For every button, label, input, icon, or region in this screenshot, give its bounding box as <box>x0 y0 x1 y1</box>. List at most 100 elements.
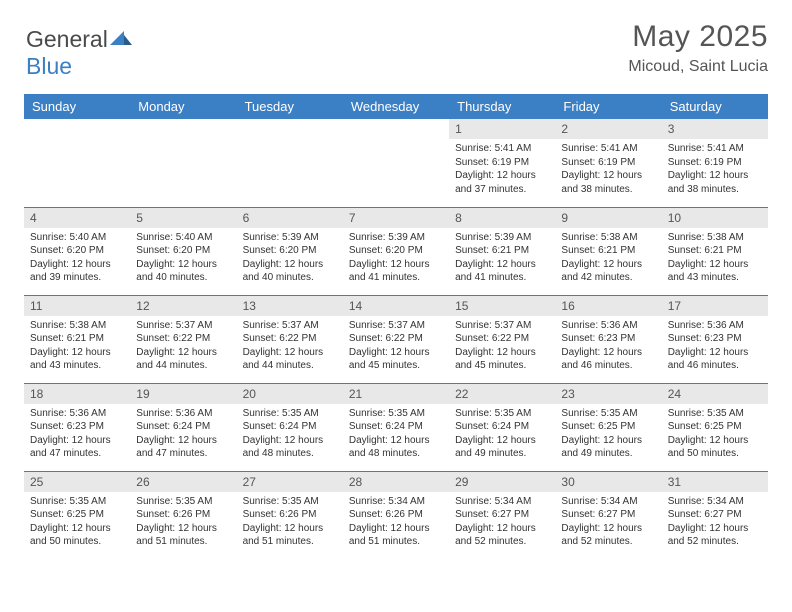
calendar-cell: 4Sunrise: 5:40 AMSunset: 6:20 PMDaylight… <box>24 207 130 295</box>
sunset-line: Sunset: 6:21 PM <box>668 244 762 258</box>
daylight-line: Daylight: 12 hours and 43 minutes. <box>30 346 124 373</box>
calendar-cell: 2Sunrise: 5:41 AMSunset: 6:19 PMDaylight… <box>555 119 661 207</box>
sunrise-line: Sunrise: 5:36 AM <box>136 407 230 421</box>
calendar-row: 1Sunrise: 5:41 AMSunset: 6:19 PMDaylight… <box>24 119 768 207</box>
calendar-cell: 19 Sunrise: 5:36 AMSunset: 6:24 PMDayligh… <box>130 383 236 471</box>
day-number: 17 <box>662 296 768 316</box>
sunset-line: Sunset: 6:19 PM <box>455 156 549 170</box>
sunrise-line: Sunrise: 5:37 AM <box>243 319 337 333</box>
day-number: 23 <box>555 384 661 404</box>
daylight-line: Daylight: 12 hours and 48 minutes. <box>349 434 443 461</box>
daylight-line: Daylight: 12 hours and 50 minutes. <box>668 434 762 461</box>
sunrise-line: Sunrise: 5:35 AM <box>243 407 337 421</box>
calendar-cell: 31Sunrise: 5:34 AMSunset: 6:27 PMDayligh… <box>662 471 768 559</box>
daylight-line: Daylight: 12 hours and 41 minutes. <box>349 258 443 285</box>
weekday-header: Tuesday <box>237 94 343 119</box>
sunset-line: Sunset: 6:24 PM <box>349 420 443 434</box>
calendar-cell: 12Sunrise: 5:37 AMSunset: 6:22 PMDayligh… <box>130 295 236 383</box>
day-number: 27 <box>237 472 343 492</box>
weekday-header: Thursday <box>449 94 555 119</box>
sunset-line: Sunset: 6:27 PM <box>455 508 549 522</box>
sunrise-line: Sunrise: 5:40 AM <box>30 231 124 245</box>
logo-word2: Blue <box>26 53 72 79</box>
daylight-line: Daylight: 12 hours and 47 minutes. <box>136 434 230 461</box>
sunrise-line: Sunrise: 5:35 AM <box>30 495 124 509</box>
daylight-line: Daylight: 12 hours and 38 minutes. <box>561 169 655 196</box>
calendar-cell: 3Sunrise: 5:41 AMSunset: 6:19 PMDaylight… <box>662 119 768 207</box>
sunset-line: Sunset: 6:23 PM <box>30 420 124 434</box>
day-number: 18 <box>24 384 130 404</box>
day-number: 12 <box>130 296 236 316</box>
daylight-line: Daylight: 12 hours and 47 minutes. <box>30 434 124 461</box>
sunrise-line: Sunrise: 5:37 AM <box>349 319 443 333</box>
weekday-header: Sunday <box>24 94 130 119</box>
daylight-line: Daylight: 12 hours and 44 minutes. <box>136 346 230 373</box>
daylight-line: Daylight: 12 hours and 46 minutes. <box>561 346 655 373</box>
weekday-header: Wednesday <box>343 94 449 119</box>
sunset-line: Sunset: 6:26 PM <box>243 508 337 522</box>
sunset-line: Sunset: 6:24 PM <box>136 420 230 434</box>
sunset-line: Sunset: 6:20 PM <box>30 244 124 258</box>
daylight-line: Daylight: 12 hours and 49 minutes. <box>561 434 655 461</box>
sunset-line: Sunset: 6:22 PM <box>136 332 230 346</box>
sunrise-line: Sunrise: 5:35 AM <box>243 495 337 509</box>
day-number: 9 <box>555 208 661 228</box>
calendar-cell: 27Sunrise: 5:35 AMSunset: 6:26 PMDayligh… <box>237 471 343 559</box>
calendar-cell: 20Sunrise: 5:35 AMSunset: 6:24 PMDayligh… <box>237 383 343 471</box>
calendar-cell: 10Sunrise: 5:38 AMSunset: 6:21 PMDayligh… <box>662 207 768 295</box>
sunset-line: Sunset: 6:25 PM <box>30 508 124 522</box>
daylight-line: Daylight: 12 hours and 44 minutes. <box>243 346 337 373</box>
title-block: May 2025 Micoud, Saint Lucia <box>628 20 768 76</box>
daylight-line: Daylight: 12 hours and 39 minutes. <box>30 258 124 285</box>
daylight-line: Daylight: 12 hours and 42 minutes. <box>561 258 655 285</box>
calendar-cell: 30Sunrise: 5:34 AMSunset: 6:27 PMDayligh… <box>555 471 661 559</box>
sunset-line: Sunset: 6:25 PM <box>561 420 655 434</box>
daylight-line: Daylight: 12 hours and 45 minutes. <box>455 346 549 373</box>
sunrise-line: Sunrise: 5:35 AM <box>136 495 230 509</box>
calendar-cell: 23 Sunrise: 5:35 AMSunset: 6:25 PMDayligh… <box>555 383 661 471</box>
calendar-row: 4Sunrise: 5:40 AMSunset: 6:20 PMDaylight… <box>24 207 768 295</box>
weekday-header: Monday <box>130 94 236 119</box>
day-number: 19 <box>130 384 236 404</box>
sunset-line: Sunset: 6:21 PM <box>455 244 549 258</box>
calendar-cell: 8Sunrise: 5:39 AMSunset: 6:21 PMDaylight… <box>449 207 555 295</box>
calendar-cell: 26Sunrise: 5:35 AMSunset: 6:26 PMDayligh… <box>130 471 236 559</box>
sunset-line: Sunset: 6:20 PM <box>243 244 337 258</box>
day-number: 2 <box>555 119 661 139</box>
daylight-line: Daylight: 12 hours and 43 minutes. <box>668 258 762 285</box>
sunrise-line: Sunrise: 5:36 AM <box>561 319 655 333</box>
day-number: 3 <box>662 119 768 139</box>
day-number: 8 <box>449 208 555 228</box>
sunrise-line: Sunrise: 5:34 AM <box>561 495 655 509</box>
calendar-cell <box>24 119 130 207</box>
sunset-line: Sunset: 6:23 PM <box>561 332 655 346</box>
day-number: 11 <box>24 296 130 316</box>
calendar-cell: 21Sunrise: 5:35 AMSunset: 6:24 PMDayligh… <box>343 383 449 471</box>
calendar-cell: 14Sunrise: 5:37 AMSunset: 6:22 PMDayligh… <box>343 295 449 383</box>
daylight-line: Daylight: 12 hours and 51 minutes. <box>136 522 230 549</box>
sunset-line: Sunset: 6:19 PM <box>668 156 762 170</box>
logo: GeneralBlue <box>24 26 133 80</box>
sunset-line: Sunset: 6:24 PM <box>243 420 337 434</box>
sunrise-line: Sunrise: 5:38 AM <box>30 319 124 333</box>
calendar-row: 25Sunrise: 5:35 AMSunset: 6:25 PMDayligh… <box>24 471 768 559</box>
daylight-line: Daylight: 12 hours and 48 minutes. <box>243 434 337 461</box>
page-title: May 2025 <box>628 20 768 54</box>
day-number: 30 <box>555 472 661 492</box>
day-number: 5 <box>130 208 236 228</box>
location: Micoud, Saint Lucia <box>628 58 768 76</box>
day-number: 28 <box>343 472 449 492</box>
sunrise-line: Sunrise: 5:38 AM <box>561 231 655 245</box>
sunset-line: Sunset: 6:19 PM <box>561 156 655 170</box>
header: GeneralBlue May 2025 Micoud, Saint Lucia <box>24 20 768 80</box>
calendar-cell <box>130 119 236 207</box>
sunrise-line: Sunrise: 5:41 AM <box>668 142 762 156</box>
sunrise-line: Sunrise: 5:34 AM <box>668 495 762 509</box>
sunrise-line: Sunrise: 5:35 AM <box>561 407 655 421</box>
calendar-cell: 5Sunrise: 5:40 AMSunset: 6:20 PMDaylight… <box>130 207 236 295</box>
sunset-line: Sunset: 6:25 PM <box>668 420 762 434</box>
weekday-header-row: Sunday Monday Tuesday Wednesday Thursday… <box>24 94 768 119</box>
sunset-line: Sunset: 6:26 PM <box>349 508 443 522</box>
daylight-line: Daylight: 12 hours and 49 minutes. <box>455 434 549 461</box>
day-number: 16 <box>555 296 661 316</box>
